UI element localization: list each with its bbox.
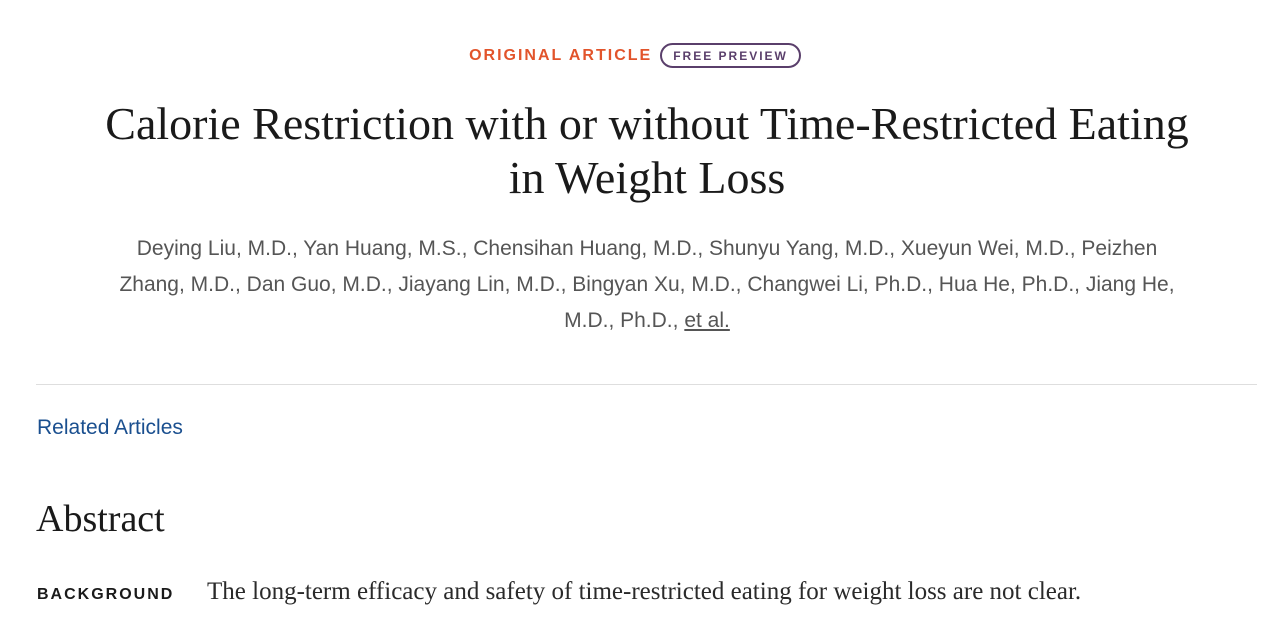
section-label: BACKGROUND — [37, 586, 175, 603]
abstract-section-background: BACKGROUND The long-term efficacy and sa… — [37, 578, 1081, 606]
author-list-line-2: Zhang, M.D., Dan Guo, M.D., Jiayang Lin,… — [119, 273, 1175, 296]
author-list-line-1: Deying Liu, M.D., Yan Huang, M.S., Chens… — [136, 237, 1158, 260]
article-title-line-2: in Weight Loss — [508, 152, 786, 203]
article-title-line-1: Calorie Restriction with or without Time… — [105, 98, 1189, 149]
related-articles-link[interactable]: Related Articles — [37, 416, 183, 439]
free-preview-badge: FREE PREVIEW — [660, 43, 801, 68]
section-text: The long-term efficacy and safety of tim… — [207, 578, 1082, 605]
abstract-heading: Abstract — [36, 498, 165, 540]
article-header-tags: ORIGINAL ARTICLE FREE PREVIEW — [0, 43, 1270, 68]
et-al-link[interactable]: et al. — [684, 309, 730, 332]
author-list: Deying Liu, M.D., Yan Huang, M.S., Chens… — [80, 231, 1214, 339]
author-list-line-3: M.D., Ph.D., — [564, 309, 679, 332]
article-type-label: ORIGINAL ARTICLE — [469, 46, 653, 64]
article-title: Calorie Restriction with or without Time… — [40, 97, 1254, 205]
header-divider — [36, 384, 1257, 385]
